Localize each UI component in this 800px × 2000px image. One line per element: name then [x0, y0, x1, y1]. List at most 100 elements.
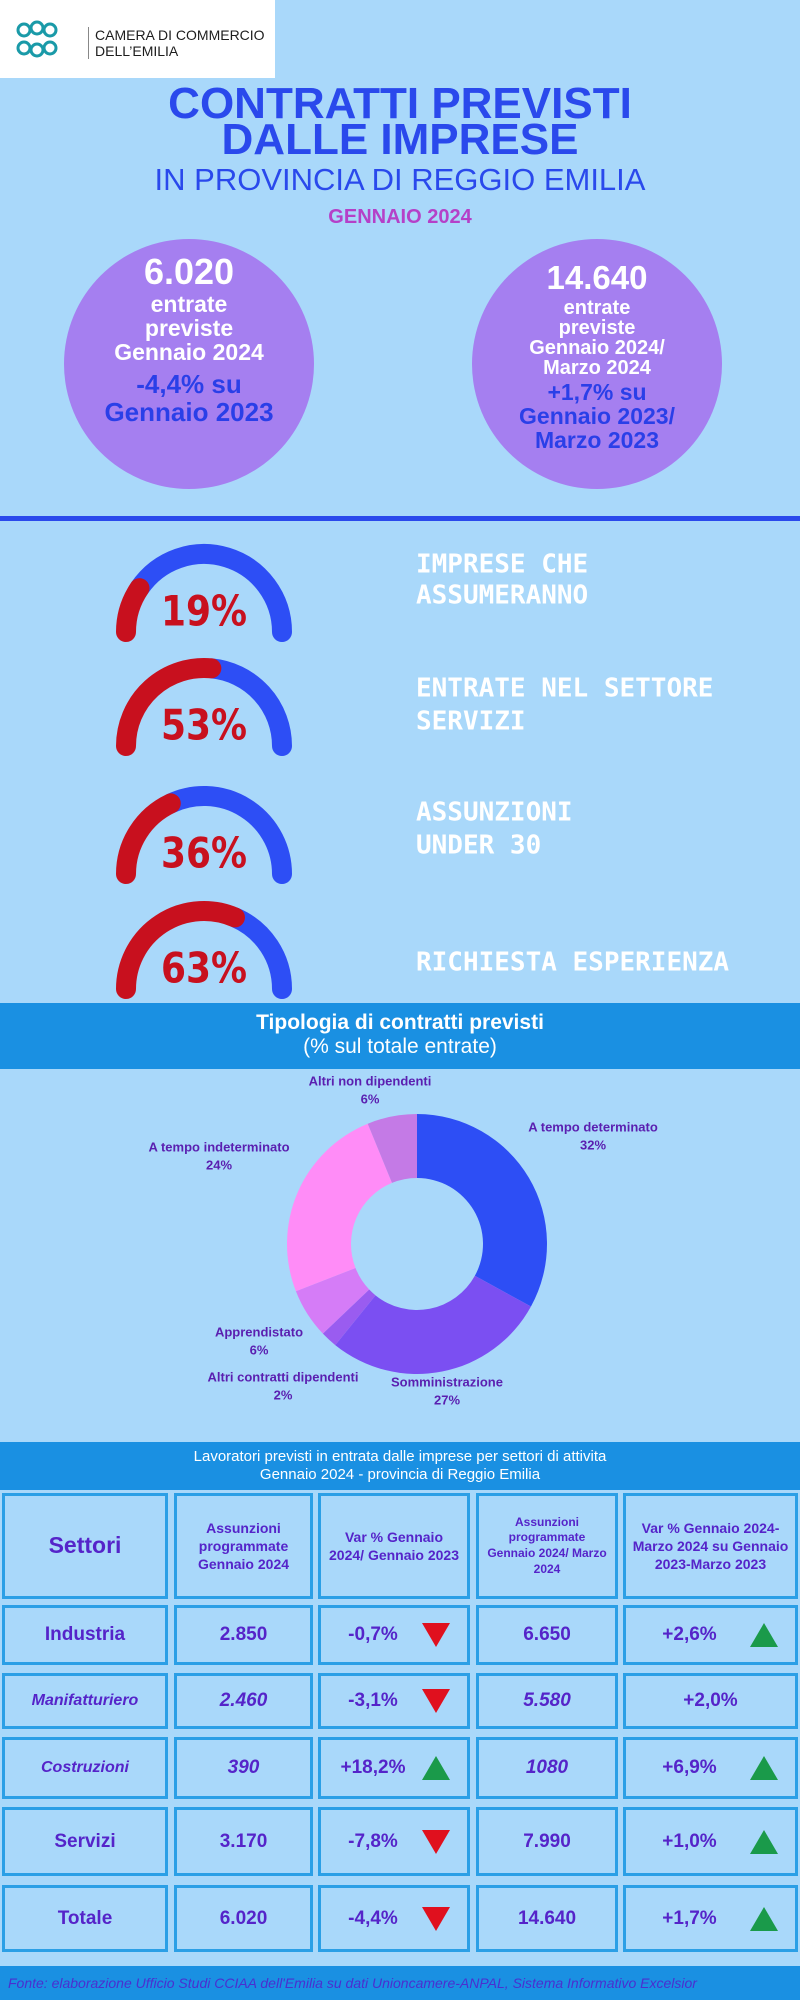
table-cell: +6,9%	[623, 1737, 798, 1799]
table-title: Gennaio 2024 - provincia di Reggio Emili…	[259, 1466, 541, 1483]
kpi-change: Gennaio 2023/	[519, 403, 675, 429]
trend-arrow	[422, 1689, 450, 1713]
table-cell: +18,2%	[318, 1737, 470, 1799]
column-header: Assunzioni programmate Gennaio 2024	[174, 1493, 313, 1599]
title-line: CONTRATTI PREVISTI	[168, 79, 632, 128]
gauge-rest	[224, 907, 292, 999]
donut-category: Apprendistato	[215, 1324, 303, 1339]
gauge-title: ASSUNZIONI	[416, 798, 573, 828]
cell-text: +1,7%	[662, 1907, 717, 1929]
kpi-circle	[472, 239, 722, 489]
cell-text: 3.170	[219, 1830, 268, 1852]
cell-text: 2.460	[219, 1690, 268, 1711]
cell-text: -4,4%	[348, 1907, 398, 1929]
table-cell: -4,4%	[318, 1885, 470, 1952]
kpi: 14.640 entrate previste Gennaio 2024/ Ma…	[472, 258, 722, 452]
arrow-up	[750, 1623, 778, 1647]
table-cell: 1080	[476, 1737, 618, 1799]
table-cell: Totale	[2, 1885, 168, 1952]
table-header: Lavoratori previsti in entrata dalle imp…	[0, 1442, 800, 1490]
gauge-title: ENTRATE NEL SETTORE	[416, 674, 713, 704]
trend-arrow	[422, 1756, 450, 1780]
column-header: Settori	[2, 1493, 168, 1599]
donut-category: A tempo determinato	[528, 1119, 658, 1134]
table-cell: 5.580	[476, 1673, 618, 1729]
kpi-change: Marzo 2023	[534, 427, 659, 453]
gauge-value	[116, 793, 181, 884]
donut-value-label: 6%	[361, 1091, 380, 1106]
table-cell: -0,7%	[318, 1605, 470, 1665]
table-cell: 7.990	[476, 1807, 618, 1876]
table-cell: 14.640	[476, 1885, 618, 1952]
trend-arrow	[750, 1829, 778, 1854]
kpi: 6.020 entrate previste Gennaio 2024 -4,4…	[64, 251, 314, 427]
table-cell: 2.460	[174, 1673, 313, 1729]
kpi-change: -4,4% su	[136, 369, 242, 399]
donut-value-label: 32%	[580, 1137, 606, 1152]
donut-category: Altri contratti dipendenti	[208, 1369, 359, 1384]
logo-text: CAMERA DI COMMERCIO DELL’EMILIA	[88, 27, 265, 59]
donut-slice	[287, 1123, 392, 1292]
kpi-label: previste	[144, 315, 234, 341]
cell-text: -3,1%	[348, 1690, 398, 1711]
table-cell: -3,1%	[318, 1673, 470, 1729]
table-cell: Costruzioni	[2, 1737, 168, 1799]
donut-value-label: 27%	[434, 1392, 460, 1407]
kpi-value: 6.020	[143, 251, 235, 292]
kpi-label: Gennaio 2024	[114, 339, 264, 365]
cell-text: Manifatturiero	[31, 1692, 139, 1709]
divider	[0, 516, 800, 521]
cell-text: 6.650	[523, 1624, 571, 1645]
title-line: DALLE IMPRESE	[221, 115, 579, 164]
subtitle: IN PROVINCIA DI REGGIO EMILIA	[154, 162, 646, 197]
table-cell: 6.650	[476, 1605, 618, 1665]
donut-slice	[322, 1289, 376, 1346]
donut-value-label: 6%	[250, 1342, 269, 1357]
period: GENNAIO 2024	[328, 206, 472, 228]
arrow-up	[750, 1906, 778, 1931]
table-title: Lavoratori previsti in entrata dalle imp…	[193, 1448, 607, 1465]
gauge-title: RICHIESTA ESPERIENZA	[416, 948, 729, 978]
table-cell: +2,6%	[623, 1605, 798, 1665]
gauge-value	[116, 901, 245, 999]
kpi-circle	[64, 239, 314, 489]
cell-text: -0,7%	[348, 1624, 398, 1645]
gauge-label: 36%	[161, 829, 247, 878]
cell-text: -7,8%	[348, 1830, 398, 1852]
column-header: Var % Gennaio 2024/ Gennaio 2023	[318, 1493, 470, 1599]
kpi-value: 14.640	[546, 259, 648, 296]
gauge-rest	[129, 544, 292, 642]
gauge-title: UNDER 30	[416, 831, 541, 861]
donut-category: A tempo indeterminato	[148, 1139, 289, 1154]
cell-text: 5.580	[523, 1690, 571, 1711]
kpi-change: Gennaio 2023	[104, 397, 274, 427]
gauge-title: SERVIZI	[416, 707, 526, 737]
kpi-label: previste	[558, 317, 636, 339]
arrow-up	[750, 1756, 778, 1780]
table-cell: +1,7%	[623, 1885, 798, 1952]
trend-arrow	[422, 1829, 450, 1854]
cell-text: +2,6%	[662, 1624, 717, 1645]
column-header: Assunzioni programmate Gennaio 2024/ Mar…	[476, 1493, 618, 1599]
gauge-rest	[201, 658, 292, 756]
cell-text: Costruzioni	[41, 1759, 129, 1776]
trend-arrow	[422, 1906, 450, 1931]
kpi-label: entrate	[563, 297, 631, 319]
gauge-label: 19%	[161, 587, 247, 636]
donut-slice	[295, 1268, 370, 1334]
arrow-up	[422, 1756, 450, 1780]
cell-text: 7.990	[523, 1830, 571, 1852]
trend-arrow	[422, 1623, 450, 1647]
logo-line: DELL’EMILIA	[95, 43, 179, 59]
table-cell: 3.170	[174, 1807, 313, 1876]
logo: CAMERA DI COMMERCIO DELL’EMILIA	[0, 0, 275, 78]
cell-text: Totale	[57, 1907, 113, 1929]
gauge-title: IMPRESE CHE	[416, 550, 588, 580]
table-cell: Manifatturiero	[2, 1673, 168, 1729]
arrow-down	[422, 1689, 450, 1713]
cell-text: +2,0%	[683, 1690, 738, 1711]
